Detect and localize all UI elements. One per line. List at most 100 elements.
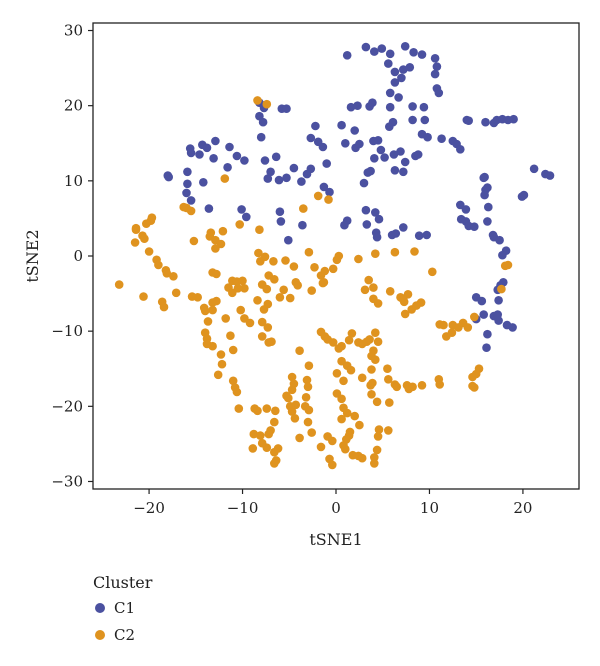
- point-c2-31: [304, 247, 314, 257]
- y-axis-title: tSNE2: [23, 229, 42, 282]
- point-c1-103: [284, 235, 293, 245]
- point-c2-153: [301, 393, 311, 402]
- point-c1-62: [311, 121, 320, 131]
- point-c1-38: [437, 134, 446, 143]
- point-c2-158: [295, 346, 304, 356]
- point-c2-137: [316, 442, 326, 452]
- point-c1-76: [271, 152, 281, 162]
- point-c1-31: [369, 136, 378, 146]
- legend-marker-c2: [95, 630, 105, 640]
- point-c2-43: [240, 284, 249, 293]
- point-c2-1: [262, 99, 272, 109]
- point-c1-49: [370, 154, 379, 163]
- point-c1-73: [232, 151, 242, 161]
- point-c1-129: [479, 173, 489, 183]
- point-c1-81: [302, 169, 312, 179]
- point-c2-64: [369, 283, 378, 292]
- point-c1-108: [374, 214, 384, 224]
- point-c2-122: [234, 404, 244, 413]
- point-c2-104: [245, 318, 255, 328]
- point-c1-0: [342, 51, 352, 60]
- point-c2-102: [139, 292, 148, 301]
- point-c1-71: [209, 154, 218, 163]
- point-c2-121: [232, 387, 242, 397]
- point-c2-78: [318, 278, 328, 288]
- y-tick-label: −10: [51, 322, 83, 340]
- point-c2-157: [304, 361, 314, 371]
- point-c2-26: [254, 248, 263, 258]
- point-c2-237: [497, 284, 506, 294]
- point-c1-95: [319, 182, 329, 192]
- point-c2-124: [253, 406, 262, 416]
- point-c2-152: [303, 382, 313, 392]
- point-c1-93: [186, 196, 196, 205]
- point-c2-29: [269, 257, 278, 266]
- point-c1-1: [361, 42, 371, 52]
- point-c1-61: [256, 132, 266, 142]
- point-c2-151: [302, 375, 312, 385]
- point-c2-219: [408, 382, 417, 392]
- point-c2-7: [186, 206, 196, 216]
- point-c2-58: [354, 254, 363, 264]
- point-c2-61: [410, 247, 419, 256]
- legend: Cluster C1 C2: [93, 573, 153, 644]
- x-tick-label: 20: [513, 499, 532, 517]
- x-tick-label: 0: [331, 499, 341, 517]
- point-c1-142: [488, 230, 498, 240]
- point-c2-178: [346, 365, 356, 375]
- point-c2-76: [373, 299, 383, 308]
- point-c2-82: [285, 293, 295, 303]
- point-c2-109: [264, 338, 274, 347]
- point-c2-160: [316, 327, 326, 337]
- point-c2-156: [303, 417, 313, 427]
- point-c2-239: [503, 260, 513, 270]
- point-c1-44: [389, 150, 399, 159]
- point-c1-28: [337, 120, 346, 130]
- point-c1-67: [211, 136, 220, 146]
- point-c1-15: [397, 73, 406, 83]
- point-c1-99: [204, 204, 214, 213]
- legend-marker-c1: [95, 603, 105, 613]
- point-c1-58: [282, 104, 291, 113]
- point-c2-63: [364, 275, 374, 285]
- point-c2-50: [270, 275, 279, 284]
- point-c1-29: [350, 126, 360, 135]
- point-c2-4: [324, 195, 333, 204]
- x-axis: −20 −10 0 10 20: [133, 489, 532, 517]
- point-c1-14: [430, 69, 440, 79]
- point-c1-80: [289, 163, 299, 173]
- point-c2-140: [257, 438, 267, 448]
- point-c2-206: [368, 378, 377, 388]
- point-c2-222: [434, 375, 444, 384]
- point-c2-184: [342, 408, 352, 418]
- point-c1-84: [263, 174, 273, 183]
- point-c2-24: [235, 220, 244, 229]
- point-c2-59: [371, 249, 380, 258]
- point-c2-67: [385, 287, 395, 296]
- point-c2-96: [203, 317, 213, 326]
- point-c2-101: [159, 302, 169, 312]
- point-c1-3: [377, 44, 387, 53]
- point-c1-45: [396, 147, 405, 156]
- point-c1-9: [384, 59, 393, 68]
- point-c1-54: [399, 167, 408, 177]
- point-c1-157: [479, 310, 489, 319]
- point-c2-103: [114, 280, 124, 289]
- point-c1-150: [545, 171, 555, 180]
- point-c1-20: [394, 93, 403, 102]
- y-tick-label: 20: [64, 97, 83, 115]
- point-c1-7: [417, 50, 427, 59]
- point-c1-89: [163, 171, 173, 180]
- point-c1-113: [414, 231, 424, 240]
- point-c2-86: [253, 296, 262, 305]
- point-c2-199: [357, 453, 367, 463]
- point-c1-152: [477, 296, 487, 306]
- point-c2-55: [316, 271, 326, 280]
- point-c2-39: [212, 269, 221, 279]
- point-c1-21: [346, 102, 356, 112]
- point-c2-52: [310, 263, 319, 272]
- point-c1-102: [276, 217, 286, 226]
- point-c2-28: [255, 257, 265, 266]
- point-c2-213: [384, 426, 393, 435]
- point-c1-97: [237, 205, 246, 214]
